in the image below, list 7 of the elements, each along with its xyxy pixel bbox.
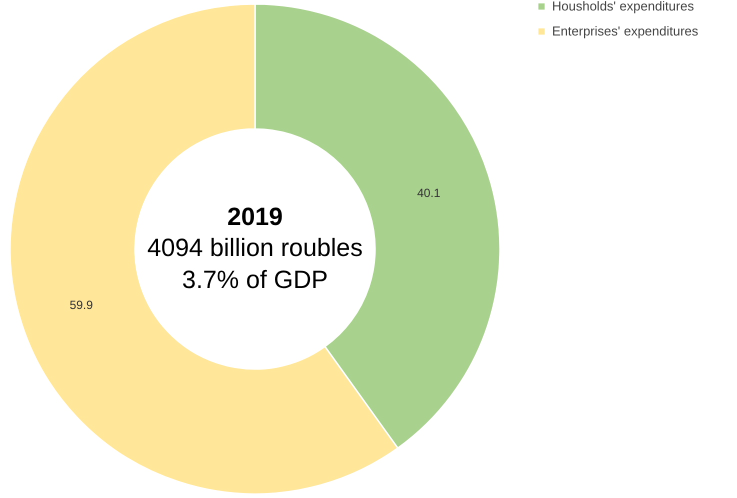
data-label: 59.9 (70, 298, 94, 312)
legend-label: Enterprises' expenditures (552, 24, 699, 38)
text: 4094 billion roubles (147, 233, 363, 264)
text: 2019 (226, 202, 284, 234)
text: 3.7% of GDP (181, 264, 329, 296)
legend-label: Housholds' expenditures (552, 0, 694, 14)
data-label: 40.1 (417, 186, 441, 200)
